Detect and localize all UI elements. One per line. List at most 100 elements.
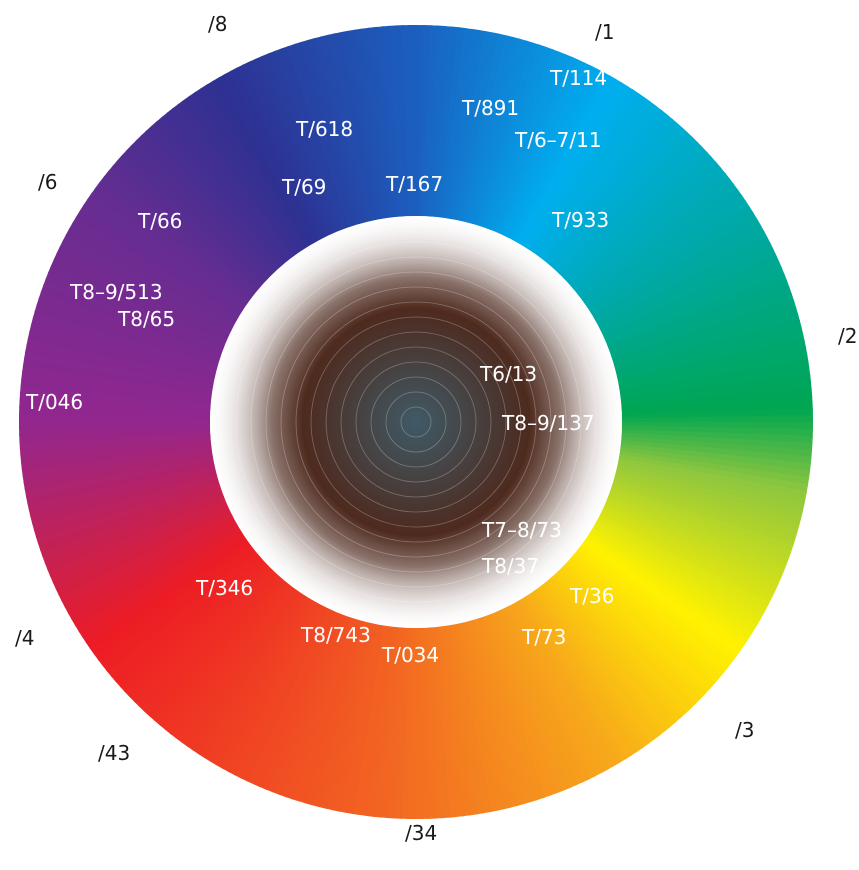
ring-segment	[530, 96, 652, 261]
ring-segment	[164, 576, 293, 735]
ring-segment	[145, 125, 284, 276]
ring-segment	[509, 71, 611, 248]
ring-segment	[575, 183, 739, 306]
ring-segment	[313, 36, 369, 229]
ring-segment	[217, 73, 321, 249]
ring-segment	[360, 27, 393, 224]
ring-segment	[615, 394, 813, 413]
ring-segment	[85, 532, 253, 650]
ring-segment	[564, 156, 718, 292]
ring-segment	[98, 175, 260, 302]
ring-segment	[503, 65, 599, 245]
ring-segment	[33, 475, 225, 539]
outer-label-2: /2	[838, 324, 858, 348]
ring-segment	[35, 479, 226, 545]
ring-segment	[614, 380, 812, 406]
ring-segment	[90, 186, 255, 308]
ring-segment	[562, 151, 713, 290]
inner-label-t167: T/167	[386, 172, 444, 196]
ring-segment	[459, 616, 513, 810]
ring-segment	[611, 339, 807, 386]
ring-segment	[215, 594, 320, 770]
inner-label-t114: T/114	[550, 66, 608, 90]
ring-segment	[543, 572, 677, 728]
ring-segment	[31, 472, 224, 532]
ring-segment	[188, 91, 306, 259]
ring-segment	[559, 146, 708, 287]
ring-segment	[199, 84, 312, 255]
ring-segment	[347, 29, 386, 226]
ring-segment	[456, 616, 506, 811]
ring-segment	[615, 387, 813, 410]
center-ring-line	[280, 286, 552, 558]
ring-segment	[381, 25, 404, 223]
ring-segment	[603, 286, 793, 359]
ring-segment	[114, 552, 268, 688]
ring-segment	[229, 67, 327, 246]
ring-segment	[97, 541, 259, 667]
ring-segment	[592, 512, 770, 611]
center-ring-line	[400, 406, 432, 438]
outer-label-3: /3	[735, 718, 755, 742]
ring-segment	[340, 30, 383, 226]
ring-segment	[601, 273, 788, 352]
ring-segment	[607, 305, 799, 369]
ring-segment	[473, 612, 539, 803]
inner-label-t933: T/933	[552, 208, 610, 232]
ring-segment	[556, 560, 702, 705]
ring-segment	[197, 589, 311, 759]
ring-segment	[75, 209, 248, 319]
ring-segment	[586, 522, 760, 629]
ring-segment	[563, 553, 716, 690]
ring-segment	[608, 312, 801, 372]
ring-segment	[150, 120, 286, 274]
ring-segment	[205, 80, 315, 253]
ring-segment	[561, 555, 712, 695]
ring-segment	[559, 558, 707, 700]
ring-segment	[47, 495, 232, 578]
ring-segment	[496, 603, 584, 786]
ring-segment	[572, 542, 734, 669]
ring-segment	[125, 144, 273, 286]
ring-segment	[505, 598, 603, 777]
ring-segment	[428, 621, 451, 819]
ring-segment	[552, 131, 694, 279]
inner-label-t7-8-73: T7–8/73	[482, 518, 562, 542]
ring-segment	[20, 438, 218, 464]
ring-segment	[37, 482, 227, 552]
ring-segment	[605, 292, 795, 362]
inner-label-t046: T/046	[26, 390, 84, 414]
ring-segment	[171, 103, 297, 265]
center-disc-glow	[210, 216, 622, 628]
ring-segment	[62, 233, 240, 332]
ring-segment	[30, 469, 223, 525]
ring-segment	[39, 485, 229, 558]
ring-segment	[499, 601, 591, 783]
ring-segment	[595, 506, 776, 599]
ring-segment	[138, 565, 280, 713]
ring-segment	[130, 139, 276, 284]
ring-segment	[246, 602, 335, 785]
ring-segment	[306, 37, 366, 230]
ring-segment	[483, 608, 559, 796]
ring-segment	[579, 533, 746, 652]
ring-segment	[44, 492, 231, 571]
ring-segment	[442, 619, 479, 816]
ring-segment	[526, 585, 644, 753]
ring-segment	[395, 25, 411, 223]
ring-segment	[153, 572, 288, 727]
ring-segment	[577, 536, 742, 658]
ring-segment	[520, 589, 633, 760]
ring-segment	[111, 159, 266, 294]
ring-segment	[49, 499, 234, 584]
ring-segment	[105, 546, 263, 678]
ring-segment	[148, 569, 285, 722]
ring-segment	[557, 141, 704, 284]
ring-segment	[110, 549, 266, 683]
ring-segment	[476, 611, 546, 801]
ring-segment	[273, 48, 349, 236]
ring-segment	[260, 53, 343, 238]
ring-segment	[541, 113, 674, 270]
ring-segment	[388, 25, 407, 223]
